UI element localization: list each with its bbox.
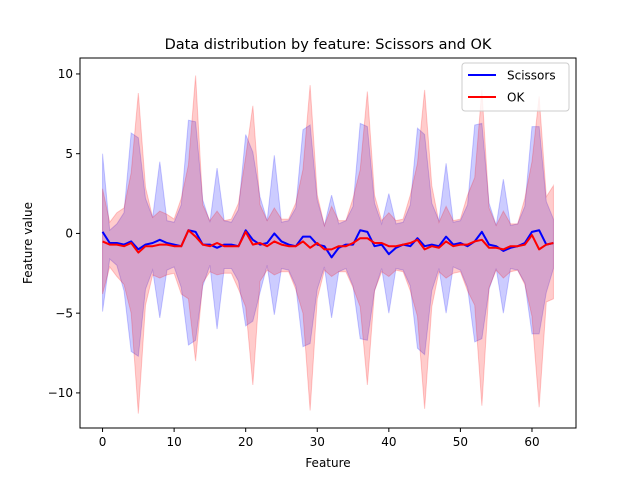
x-tick-label: 50 xyxy=(453,435,468,449)
plot-clip-group xyxy=(101,75,554,414)
y-tick-label: −10 xyxy=(48,386,73,400)
plot-area xyxy=(101,75,554,414)
y-tick-label: 5 xyxy=(65,147,73,161)
x-tick-label: 60 xyxy=(524,435,539,449)
band-scissors xyxy=(102,119,554,358)
chart-title: Data distribution by feature: Scissors a… xyxy=(165,37,492,53)
legend: Scissors OK xyxy=(461,62,570,112)
x-axis-label: Feature xyxy=(305,456,350,470)
legend-label-ok: OK xyxy=(507,91,525,105)
y-tick-label: −5 xyxy=(55,306,73,320)
band-ok xyxy=(102,75,554,414)
x-axis: 0 10 20 30 40 50 60 xyxy=(99,428,540,449)
y-axis: −10 −5 0 5 10 xyxy=(48,67,80,400)
y-axis-label: Feature value xyxy=(21,202,35,284)
x-tick-label: 40 xyxy=(381,435,396,449)
x-tick-label: 30 xyxy=(310,435,325,449)
x-tick-label: 0 xyxy=(99,435,107,449)
x-tick-label: 20 xyxy=(238,435,253,449)
axes-frame xyxy=(79,57,577,429)
y-tick-label: 0 xyxy=(65,227,73,241)
y-tick-label: 10 xyxy=(58,67,73,81)
x-tick-label: 10 xyxy=(166,435,181,449)
series-line-ok xyxy=(102,229,554,254)
legend-label-scissors: Scissors xyxy=(507,69,556,83)
